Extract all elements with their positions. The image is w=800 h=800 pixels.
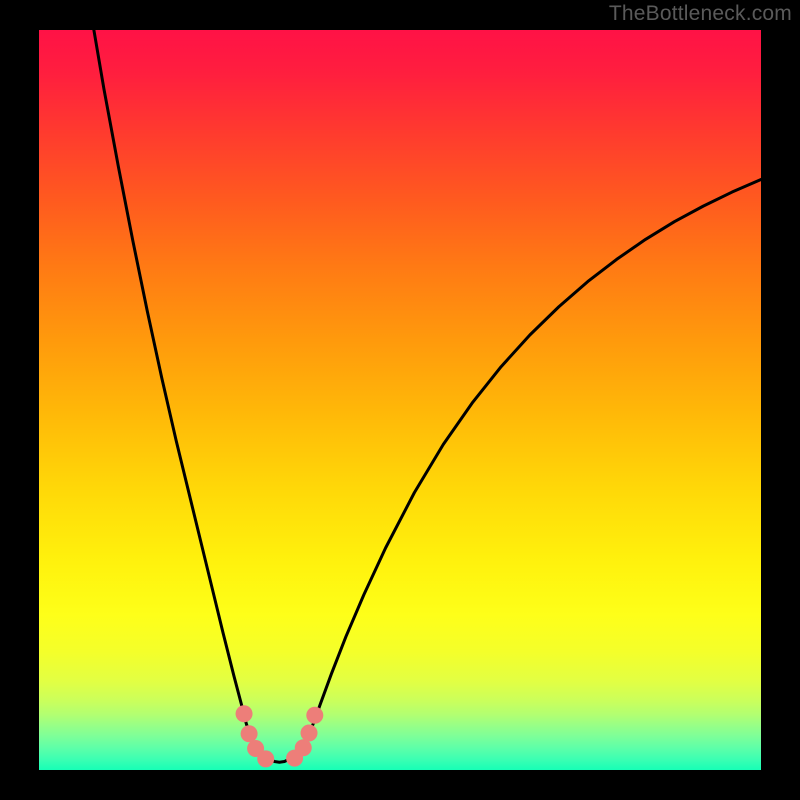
marker-dot <box>257 750 274 767</box>
bottleneck-chart <box>39 30 761 770</box>
watermark-text: TheBottleneck.com <box>609 2 792 26</box>
chart-background <box>39 30 761 770</box>
marker-dot <box>241 725 258 742</box>
marker-dot <box>306 707 323 724</box>
marker-dot <box>295 739 312 756</box>
marker-dot <box>236 705 253 722</box>
marker-dot <box>301 725 318 742</box>
chart-frame: { "meta": { "watermark_text": "TheBottle… <box>0 0 800 800</box>
